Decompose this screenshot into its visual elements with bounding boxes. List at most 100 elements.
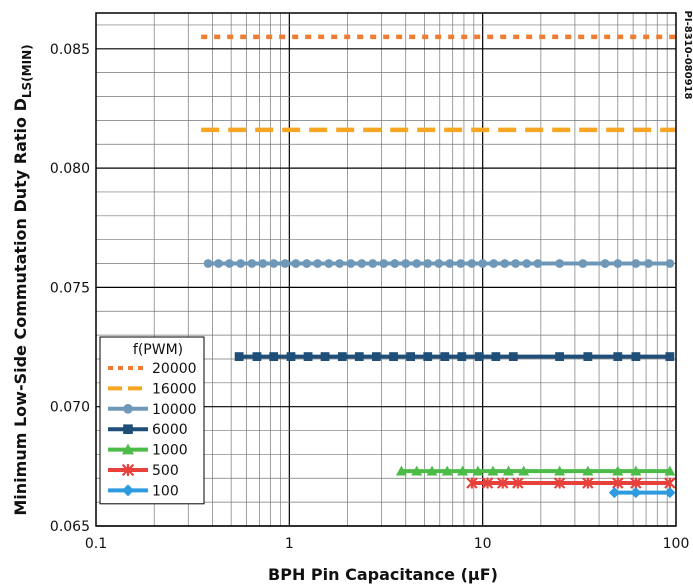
legend-label-100: 100 <box>152 483 179 499</box>
legend-marker-100 <box>122 484 134 497</box>
data-point-10000 <box>423 259 433 268</box>
x-tick-label: 100 <box>663 536 690 552</box>
data-point-10000 <box>291 259 301 268</box>
y-tick-label: 0.080 <box>50 161 90 177</box>
data-point-100 <box>630 487 642 499</box>
data-point-500 <box>553 477 566 489</box>
x-tick-label: 1 <box>285 536 294 552</box>
data-point-6000 <box>389 352 398 361</box>
data-point-10000 <box>533 259 543 268</box>
legend-label-6000: 6000 <box>152 422 188 438</box>
data-point-6000 <box>337 352 347 361</box>
data-point-6000 <box>354 352 364 361</box>
legend-title: f(PWM) <box>133 342 183 358</box>
data-point-10000 <box>346 259 356 268</box>
legend-label-1000: 1000 <box>152 443 188 459</box>
data-point-10000 <box>313 259 322 268</box>
x-axis-ticks: 0.1 1 10 100 <box>85 536 690 552</box>
data-point-6000 <box>320 352 330 361</box>
data-point-10000 <box>368 259 378 268</box>
legend-box <box>99 336 205 505</box>
data-point-10000 <box>390 259 400 268</box>
series-100 <box>608 487 676 499</box>
data-point-6000 <box>631 352 641 361</box>
y-axis-ticks: 0.065 0.070 0.075 0.080 0.085 <box>50 42 90 535</box>
plot-frame <box>95 12 677 527</box>
series-layer <box>201 34 676 499</box>
y-axis-title-subscript: LS(MIN) <box>20 44 34 98</box>
data-point-10000 <box>269 259 279 268</box>
data-point-500 <box>512 477 524 489</box>
data-point-100 <box>664 487 676 499</box>
data-point-10000 <box>280 259 290 268</box>
data-point-10000 <box>434 259 444 268</box>
data-point-500 <box>582 477 594 489</box>
series-1000 <box>395 465 676 476</box>
legend-marker-500 <box>121 463 135 477</box>
data-point-10000 <box>613 259 623 268</box>
data-point-1000 <box>395 465 407 476</box>
data-point-1000 <box>554 465 566 476</box>
data-point-500 <box>630 477 642 489</box>
data-point-6000 <box>252 352 262 361</box>
data-point-1000 <box>582 465 594 476</box>
data-point-6000 <box>665 352 675 361</box>
legend: f(PWM) 20000 16000 10000 6000 1000 500 100 <box>99 336 205 505</box>
legend-label-500: 500 <box>152 463 179 479</box>
data-point-500 <box>664 477 676 489</box>
data-point-10000 <box>467 259 477 268</box>
data-point-10000 <box>379 259 389 268</box>
legend-label-10000: 10000 <box>152 402 197 418</box>
figure-code: PI-8310-080918 <box>682 11 693 100</box>
data-point-6000 <box>303 352 313 361</box>
data-point-10000 <box>489 259 499 268</box>
data-point-6000 <box>457 352 467 361</box>
data-point-6000 <box>234 352 244 361</box>
data-point-1000 <box>426 465 438 476</box>
y-tick-label: 0.070 <box>50 400 90 416</box>
data-point-10000 <box>631 259 641 268</box>
data-point-10000 <box>412 259 422 268</box>
x-tick-label: 0.1 <box>85 536 107 552</box>
data-point-500 <box>612 477 624 489</box>
data-point-6000 <box>508 352 518 361</box>
data-point-10000 <box>478 259 488 268</box>
data-point-10000 <box>324 259 334 268</box>
legend-label-16000: 16000 <box>152 381 197 397</box>
data-point-6000 <box>286 352 296 361</box>
data-point-500 <box>497 477 509 489</box>
data-point-500 <box>466 477 478 489</box>
data-point-1000 <box>457 465 469 476</box>
data-point-10000 <box>600 259 610 268</box>
data-point-6000 <box>406 352 416 361</box>
data-point-1000 <box>472 465 484 476</box>
data-point-1000 <box>612 465 624 476</box>
data-point-10000 <box>203 259 213 268</box>
data-point-10000 <box>357 259 367 268</box>
data-point-10000 <box>302 259 312 268</box>
data-point-10000 <box>401 259 411 268</box>
data-point-10000 <box>225 259 234 268</box>
data-point-1000 <box>487 465 499 476</box>
data-point-1000 <box>411 465 423 476</box>
y-axis-title: Minimum Low-Side Commutation Duty Ratio … <box>11 44 34 515</box>
data-point-1000 <box>502 465 514 476</box>
data-point-10000 <box>445 259 455 268</box>
data-point-100 <box>608 487 620 499</box>
data-point-10000 <box>665 259 675 268</box>
legend-label-20000: 20000 <box>152 361 197 377</box>
data-point-6000 <box>555 352 565 361</box>
data-point-6000 <box>423 352 433 361</box>
data-point-10000 <box>258 259 268 268</box>
x-axis-title: BPH Pin Capacitance (μF) <box>268 565 498 584</box>
y-axis-title-main: Minimum Low-Side Commutation Duty Ratio … <box>11 98 30 516</box>
y-tick-label: 0.065 <box>50 519 90 535</box>
data-point-6000 <box>269 352 279 361</box>
data-point-10000 <box>247 259 257 268</box>
series-6000 <box>234 352 675 361</box>
data-point-1000 <box>441 465 453 476</box>
data-point-10000 <box>522 259 532 268</box>
data-point-1000 <box>664 465 676 476</box>
data-point-10000 <box>236 259 246 268</box>
